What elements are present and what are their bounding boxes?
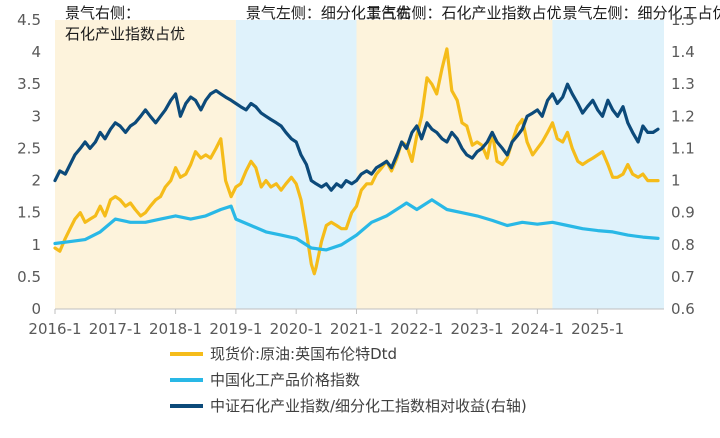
y-left-tick-label: 3.5	[17, 75, 41, 93]
axes: 0 0.5 1 1.5 2 2.5 3 3.5 4 4.5 0.6 0.7 0.8 0.9 1 1.1 1.2 1…	[17, 11, 695, 338]
period-band-label-2: 景气右侧：石化产业指数占优	[366, 4, 561, 22]
y-right-tick-label: 0.8	[671, 236, 695, 254]
period-band-label-1: 景气左侧：细分化工占优	[246, 4, 411, 22]
x-tick-label: 2020-1	[270, 320, 323, 338]
y-right-tick-label: 1.4	[671, 43, 695, 61]
y-left-tick-label: 1	[31, 236, 41, 254]
y-left-tick-label: 4	[31, 43, 41, 61]
series-line-2	[53, 82, 660, 192]
y-left-tick-label: 0	[31, 300, 41, 318]
x-tick-label: 2024-1	[511, 320, 564, 338]
x-tick-label: 2021-1	[330, 320, 383, 338]
period-band-1	[235, 20, 357, 309]
y-right-tick-label: 1	[671, 172, 681, 190]
x-tick-label: 2025-1	[571, 320, 624, 338]
period-band-label-0: 景气右侧： 石化产业指数占优	[65, 4, 185, 43]
x-tick-label: 2023-1	[451, 320, 504, 338]
x-tick-label: 2019-1	[209, 320, 262, 338]
y-left-tick-label: 3	[31, 107, 41, 125]
y-right-tick-label: 1.2	[671, 107, 695, 125]
period-band-label-line: 景气左侧：细分化工占优	[246, 4, 411, 22]
y-right-tick-label: 0.6	[671, 300, 695, 318]
y-right-tick-label: 1.3	[671, 75, 695, 93]
y-left-tick-label: 4.5	[17, 11, 41, 29]
period-band-label-line: 景气左侧：细分化工占优	[562, 4, 720, 22]
legend-label-1: 中国化工产品价格指数	[210, 371, 360, 389]
x-tick-label: 2016-1	[28, 320, 81, 338]
series-line-1	[53, 198, 660, 252]
y-right-tick-label: 1.5	[671, 11, 695, 29]
period-band-label-line: 景气右侧：石化产业指数占优	[366, 4, 561, 22]
y-left-tick-label: 0.5	[17, 268, 41, 286]
x-tick-label: 2017-1	[89, 320, 142, 338]
y-left-tick-label: 2	[31, 172, 41, 190]
legend-label-2: 中证石化产业指数/细分化工指数相对收益(右轴)	[210, 397, 527, 415]
period-band-label-3: 景气左侧：细分化工占优	[562, 4, 720, 22]
x-tick-label: 2018-1	[149, 320, 202, 338]
period-band-0	[55, 20, 236, 309]
y-left-tick-label: 2.5	[17, 139, 41, 157]
y-right-tick-label: 1.1	[671, 139, 695, 157]
legend-label-0: 现货价:原油:英国布伦特Dtd	[210, 345, 397, 363]
period-band-label-line: 景气右侧：	[65, 4, 140, 22]
period-bands	[55, 20, 664, 309]
y-right-tick-label: 0.9	[671, 204, 695, 222]
legend: 现货价:原油:英国布伦特Dtd 中国化工产品价格指数中证石化产业指数/细分化工指数…	[170, 345, 527, 415]
y-left-tick-label: 1.5	[17, 204, 41, 222]
series-line-0	[53, 47, 660, 276]
y-right-tick-label: 0.7	[671, 268, 695, 286]
period-band-label-line: 石化产业指数占优	[65, 25, 185, 43]
series-lines	[53, 47, 660, 276]
x-tick-label: 2022-1	[390, 320, 443, 338]
